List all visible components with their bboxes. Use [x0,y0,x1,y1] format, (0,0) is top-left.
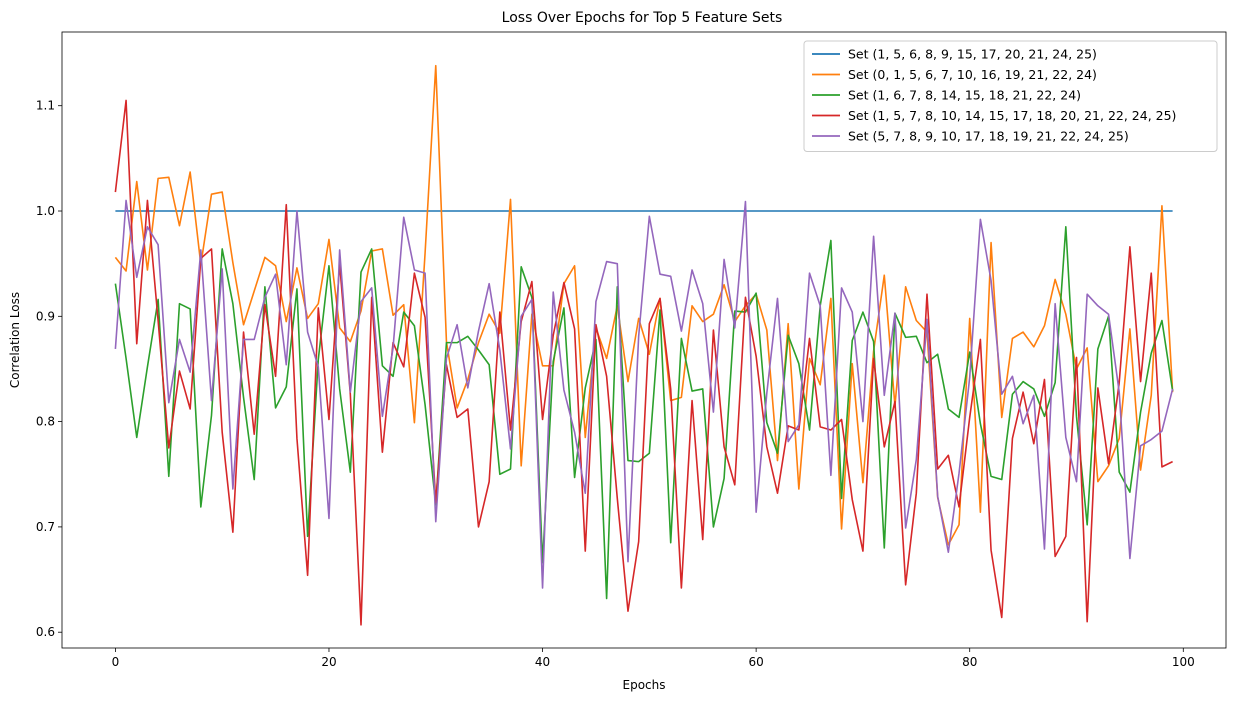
y-axis-label: Correlation Loss [8,292,22,388]
x-axis: 0 20 40 60 80 100 [112,648,1195,669]
y-tick-label: 1.0 [36,204,55,218]
y-axis: 0.6 0.7 0.8 0.9 1.0 1.1 [36,99,62,639]
x-tick-label: 80 [962,655,977,669]
legend-label: Set (1, 6, 7, 8, 14, 15, 18, 21, 22, 24) [848,88,1081,103]
x-tick-label: 100 [1172,655,1195,669]
y-tick-label: 0.6 [36,625,55,639]
y-tick-label: 1.1 [36,99,55,113]
x-tick-label: 0 [112,655,120,669]
plot-area [114,64,1174,626]
x-tick-label: 20 [321,655,336,669]
x-tick-label: 60 [748,655,763,669]
plot-frame [61,31,1227,649]
legend: Set (1, 5, 6, 8, 9, 15, 17, 20, 21, 24, … [803,40,1218,152]
legend-label: Set (0, 1, 5, 6, 7, 10, 16, 19, 21, 22, … [848,67,1097,82]
chart-title: Loss Over Epochs for Top 5 Feature Sets [502,10,783,26]
y-tick-label: 0.8 [36,415,55,429]
legend-box [803,40,1218,152]
x-axis-label: Epochs [623,678,666,692]
series-line-5 [114,199,1174,589]
x-tick-label: 40 [535,655,550,669]
legend-label: Set (1, 5, 6, 8, 9, 15, 17, 20, 21, 24, … [848,47,1097,62]
y-tick-label: 0.9 [36,309,55,323]
y-tick-label: 0.7 [36,520,55,534]
series-line-4 [114,99,1173,626]
legend-label: Set (1, 5, 7, 8, 10, 14, 15, 17, 18, 20,… [848,108,1176,123]
legend-label: Set (5, 7, 8, 9, 10, 17, 18, 19, 21, 22,… [848,129,1129,144]
